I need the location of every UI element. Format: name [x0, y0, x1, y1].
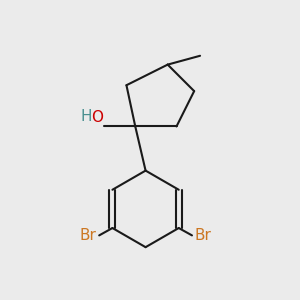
Text: O: O	[91, 110, 103, 125]
Text: H: H	[81, 109, 92, 124]
Text: Br: Br	[194, 229, 211, 244]
Text: Br: Br	[80, 229, 97, 244]
